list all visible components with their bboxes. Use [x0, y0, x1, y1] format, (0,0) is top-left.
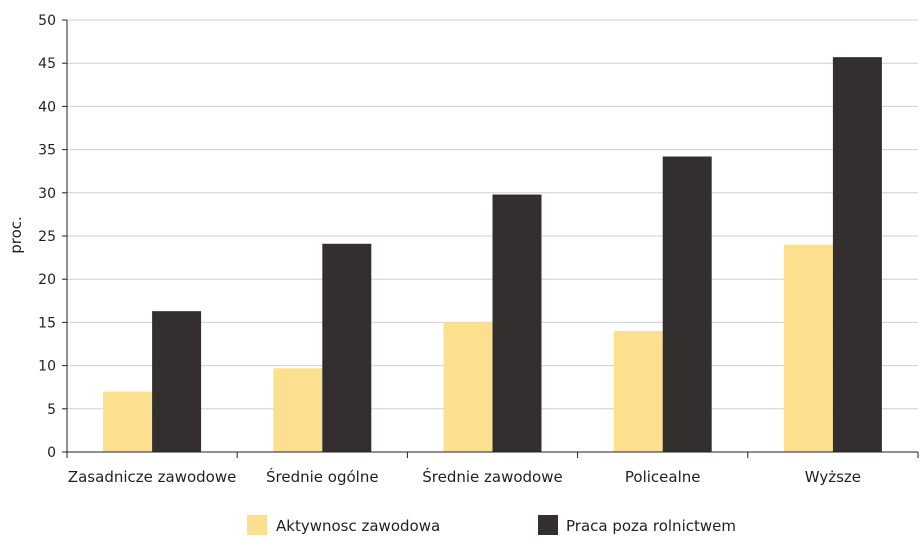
x-tick-label: Średnie zawodowe: [422, 467, 563, 486]
legend-label-series-2: Praca poza rolnictwem: [566, 517, 736, 535]
y-tick-label: 25: [38, 229, 56, 245]
legend: Aktywnosc zawodowa Praca poza rolnictwem: [247, 515, 736, 535]
y-tick-label: 10: [38, 359, 56, 375]
bar-series-1: [443, 322, 493, 452]
x-tick-label: Policealne: [625, 468, 701, 486]
y-tick-label: 5: [47, 402, 56, 418]
bar-series-2: [322, 243, 372, 452]
y-tick-label: 30: [38, 186, 56, 202]
x-axis: [66, 20, 919, 458]
legend-swatch-series-1: [247, 515, 267, 535]
bar-series-1: [613, 331, 663, 452]
x-axis-ticks: Zasadnicze zawodowe Średnie ogólne Średnie…: [68, 467, 861, 486]
y-tick-label: 15: [38, 315, 56, 331]
y-tick-label: 50: [38, 13, 56, 29]
y-tick-label: 20: [38, 272, 56, 288]
legend-swatch-series-2: [538, 515, 558, 535]
bar-series-1: [273, 368, 323, 452]
y-tick-label: 45: [38, 56, 56, 72]
x-tick-label: Zasadnicze zawodowe: [68, 468, 237, 486]
y-tick-label: 0: [47, 445, 56, 461]
y-tick-label: 40: [38, 99, 56, 115]
y-axis-ticks: 0 5 10 15 20 25 30 35 40 45 50: [38, 13, 67, 461]
bar-series-2: [832, 57, 882, 452]
x-tick-label: Wyższe: [805, 468, 861, 486]
y-axis-label: proc.: [7, 216, 25, 254]
bar-series-2: [492, 194, 542, 452]
bar-series-2: [152, 311, 202, 452]
bar-series-1: [783, 244, 833, 452]
bar-series-1: [103, 391, 153, 452]
legend-label-series-1: Aktywnosc zawodowa: [276, 517, 440, 535]
bar-series-2: [662, 156, 712, 452]
x-tick-label: Średnie ogólne: [266, 467, 379, 486]
y-tick-label: 35: [38, 143, 56, 159]
bars: [103, 57, 882, 452]
